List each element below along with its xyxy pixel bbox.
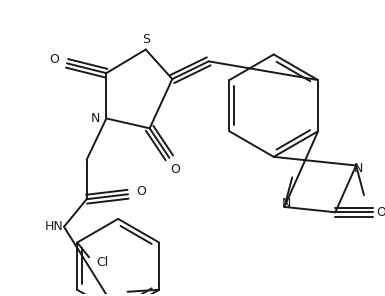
Text: N: N <box>353 162 363 175</box>
Text: N: N <box>282 197 291 210</box>
Text: O: O <box>49 53 59 66</box>
Text: O: O <box>136 185 146 198</box>
Text: HN: HN <box>45 220 64 233</box>
Text: S: S <box>142 33 150 46</box>
Text: O: O <box>170 163 180 176</box>
Text: O: O <box>377 206 385 219</box>
Text: N: N <box>91 112 100 125</box>
Text: Cl: Cl <box>97 256 109 269</box>
